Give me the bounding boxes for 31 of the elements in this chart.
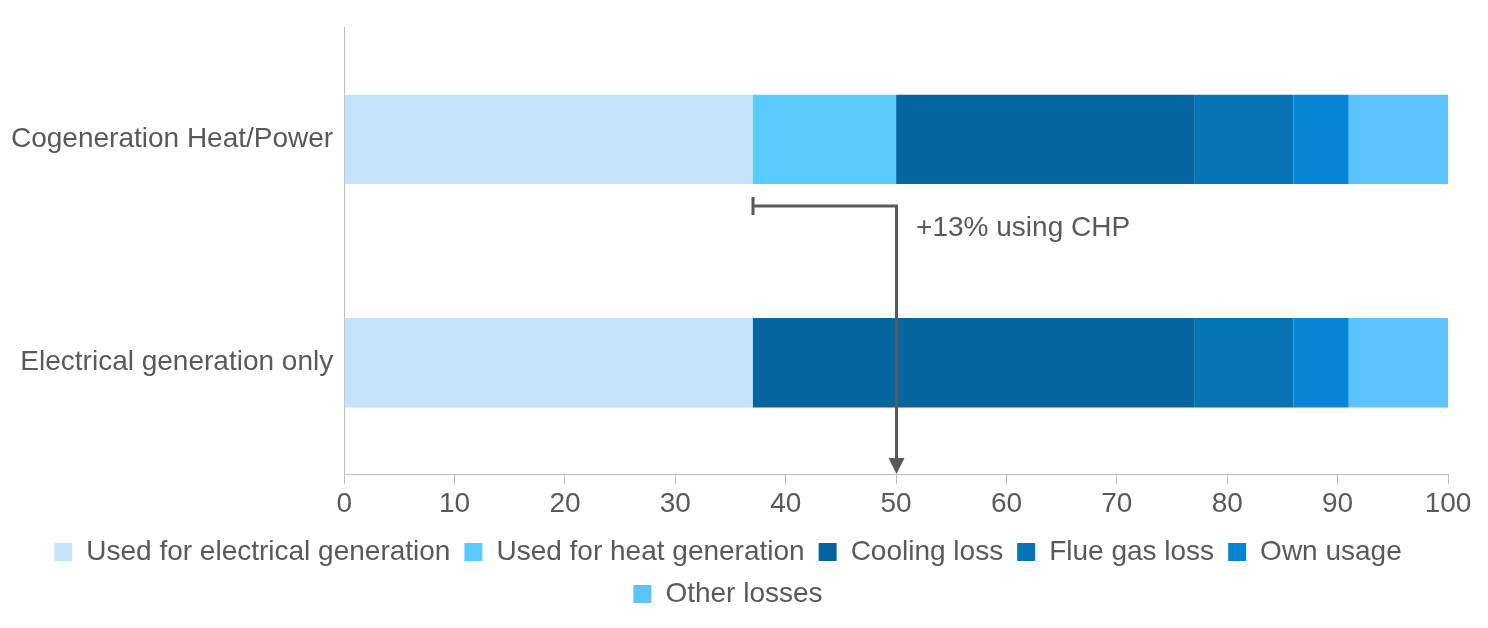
- bar: [752, 318, 1195, 408]
- legend-label: Used for heat generation: [496, 534, 805, 566]
- legend-label: Other losses: [665, 576, 823, 608]
- bar: [1194, 94, 1294, 185]
- x-tick-label: 50: [880, 486, 912, 518]
- legend-label: Flue gas loss: [1049, 534, 1215, 566]
- x-tick-label: 30: [659, 486, 691, 518]
- bar: [1348, 318, 1448, 408]
- bar: [896, 94, 1195, 185]
- x-tick-label: 90: [1322, 486, 1354, 518]
- bar: [1293, 318, 1349, 408]
- bar: [344, 94, 753, 185]
- legend-label: Own usage: [1260, 534, 1402, 566]
- y-tick-label: Cogeneration Heat/Power: [10, 122, 334, 154]
- x-tick-label: 20: [549, 486, 581, 518]
- bar: [344, 318, 753, 408]
- x-tick-label: 60: [990, 486, 1023, 518]
- legend-label: Cooling loss: [850, 534, 1004, 566]
- bar: [1348, 94, 1448, 185]
- bar: [1194, 318, 1294, 408]
- x-tick-label: 80: [1211, 486, 1243, 518]
- bar: [1293, 94, 1349, 185]
- x-tick-label: 10: [438, 486, 471, 518]
- bar: [752, 94, 897, 185]
- annotation: +13% using CHP: [916, 211, 1131, 243]
- x-tick-label: 0: [336, 486, 352, 518]
- x-tick-label: 100: [1424, 486, 1472, 518]
- x-tick-label: 70: [1101, 486, 1133, 518]
- x-tick-label: 40: [770, 486, 802, 518]
- legend-label: Used for electrical generation: [86, 534, 451, 566]
- y-tick-label: Electrical generation only: [20, 345, 334, 377]
